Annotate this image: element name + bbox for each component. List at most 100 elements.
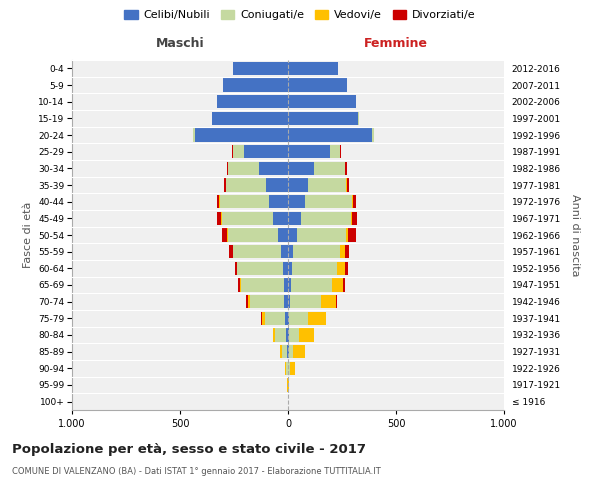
Bar bbox=[283, 262, 288, 275]
Bar bbox=[288, 95, 356, 108]
Bar bbox=[288, 145, 330, 158]
Bar bbox=[290, 362, 295, 375]
Bar bbox=[288, 78, 347, 92]
Bar bbox=[352, 212, 357, 225]
Bar bbox=[274, 212, 288, 225]
Bar bbox=[293, 245, 340, 258]
Bar bbox=[217, 212, 221, 225]
Bar bbox=[273, 328, 275, 342]
Bar bbox=[288, 328, 289, 342]
Bar bbox=[291, 278, 332, 291]
Bar bbox=[220, 195, 269, 208]
Y-axis label: Anni di nascita: Anni di nascita bbox=[571, 194, 580, 276]
Bar bbox=[288, 112, 358, 125]
Bar bbox=[297, 228, 346, 241]
Bar bbox=[314, 162, 345, 175]
Bar bbox=[299, 328, 314, 342]
Bar bbox=[233, 245, 281, 258]
Text: Femmine: Femmine bbox=[364, 37, 428, 50]
Bar bbox=[275, 328, 286, 342]
Bar bbox=[346, 162, 347, 175]
Bar bbox=[246, 295, 248, 308]
Bar bbox=[244, 145, 288, 158]
Bar bbox=[228, 162, 259, 175]
Bar bbox=[227, 228, 278, 241]
Bar bbox=[288, 312, 289, 325]
Bar bbox=[235, 262, 237, 275]
Bar bbox=[345, 262, 347, 275]
Bar bbox=[290, 295, 321, 308]
Bar bbox=[288, 345, 289, 358]
Bar bbox=[261, 312, 262, 325]
Bar bbox=[237, 262, 238, 275]
Bar bbox=[221, 228, 227, 241]
Bar bbox=[217, 95, 288, 108]
Bar bbox=[349, 228, 356, 241]
Text: COMUNE DI VALENZANO (BA) - Dati ISTAT 1° gennaio 2017 - Elaborazione TUTTITALIA.: COMUNE DI VALENZANO (BA) - Dati ISTAT 1°… bbox=[12, 468, 381, 476]
Bar bbox=[288, 212, 301, 225]
Bar bbox=[345, 245, 349, 258]
Bar bbox=[278, 228, 288, 241]
Text: Maschi: Maschi bbox=[155, 37, 205, 50]
Bar bbox=[347, 178, 349, 192]
Bar bbox=[288, 195, 305, 208]
Bar bbox=[223, 78, 288, 92]
Bar bbox=[286, 362, 287, 375]
Bar bbox=[330, 145, 340, 158]
Bar bbox=[195, 128, 288, 141]
Bar bbox=[321, 295, 337, 308]
Bar bbox=[289, 362, 290, 375]
Bar bbox=[301, 212, 350, 225]
Legend: Celibi/Nubili, Coniugati/e, Vedovi/e, Divorziati/e: Celibi/Nubili, Coniugati/e, Vedovi/e, Di… bbox=[120, 6, 480, 25]
Bar bbox=[289, 312, 308, 325]
Bar bbox=[238, 262, 283, 275]
Bar bbox=[288, 278, 291, 291]
Bar bbox=[265, 312, 286, 325]
Bar bbox=[284, 278, 288, 291]
Bar bbox=[193, 128, 195, 141]
Bar bbox=[250, 295, 284, 308]
Bar bbox=[288, 245, 293, 258]
Bar bbox=[305, 195, 352, 208]
Bar bbox=[346, 178, 347, 192]
Bar bbox=[288, 178, 308, 192]
Bar bbox=[212, 112, 288, 125]
Bar bbox=[281, 245, 288, 258]
Bar bbox=[288, 228, 297, 241]
Bar bbox=[343, 278, 345, 291]
Bar bbox=[350, 212, 352, 225]
Bar bbox=[229, 245, 233, 258]
Bar bbox=[288, 128, 372, 141]
Bar bbox=[340, 245, 345, 258]
Bar bbox=[226, 178, 266, 192]
Bar bbox=[289, 345, 293, 358]
Bar bbox=[241, 278, 284, 291]
Bar bbox=[337, 262, 345, 275]
Bar bbox=[285, 362, 286, 375]
Bar bbox=[284, 295, 288, 308]
Bar bbox=[233, 145, 244, 158]
Bar bbox=[240, 278, 241, 291]
Bar bbox=[288, 62, 338, 75]
Bar bbox=[332, 278, 343, 291]
Bar bbox=[286, 328, 288, 342]
Bar bbox=[287, 345, 288, 358]
Bar bbox=[262, 312, 265, 325]
Bar bbox=[288, 262, 292, 275]
Bar bbox=[288, 162, 314, 175]
Text: Popolazione per età, sesso e stato civile - 2017: Popolazione per età, sesso e stato civil… bbox=[12, 442, 366, 456]
Bar bbox=[289, 328, 299, 342]
Bar bbox=[233, 62, 288, 75]
Bar bbox=[259, 162, 288, 175]
Bar bbox=[308, 178, 346, 192]
Bar bbox=[352, 195, 353, 208]
Bar bbox=[269, 195, 288, 208]
Bar bbox=[217, 195, 220, 208]
Bar bbox=[248, 295, 250, 308]
Bar bbox=[353, 195, 356, 208]
Bar bbox=[224, 178, 226, 192]
Bar bbox=[346, 228, 349, 241]
Bar bbox=[238, 278, 240, 291]
Bar bbox=[372, 128, 374, 141]
Bar bbox=[266, 178, 288, 192]
